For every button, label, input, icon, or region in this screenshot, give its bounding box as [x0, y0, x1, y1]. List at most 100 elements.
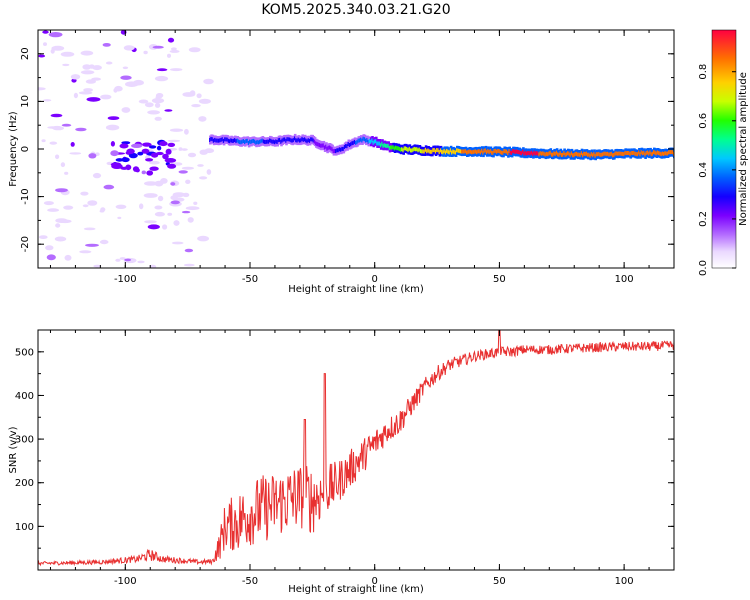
spectrogram-noise-blob — [86, 97, 101, 102]
spectrogram-noise-blob — [115, 204, 127, 209]
spectrogram-noise-blob — [83, 88, 93, 92]
spectrogram-noise-blob — [170, 182, 176, 186]
spectrogram-noise-blob — [49, 141, 58, 145]
spectrogram-noise-blob — [182, 92, 196, 97]
spectrogram-noise-blob — [154, 116, 162, 121]
spectrogram-noise-blob — [154, 102, 161, 108]
spectrogram-noise-blob — [128, 152, 138, 159]
spectrogram-noise-blob — [60, 162, 66, 168]
spectrogram-noise-blob — [197, 235, 210, 242]
x-tick-label: -50 — [242, 274, 258, 285]
spectrogram-noise-blob — [170, 47, 177, 51]
spectrogram-noise-blob — [167, 53, 171, 58]
spectrogram-noise-blob — [38, 87, 46, 91]
snr-x-label: Height of straight line (km) — [288, 584, 424, 595]
y-tick-label: 400 — [15, 391, 34, 402]
y-tick-label: 0 — [20, 146, 31, 152]
spectrogram-noise-blob — [69, 152, 82, 155]
spectrogram-ridge-core — [628, 151, 631, 155]
spectrogram-noise-blob — [181, 166, 194, 170]
spectrogram-noise-blob — [92, 172, 102, 179]
spectrogram-noise-blob — [159, 141, 168, 147]
spectrogram-noise-blob — [121, 157, 130, 163]
spectrogram-noise-blob — [102, 43, 111, 47]
spectrogram-noise-blob — [187, 217, 194, 223]
spectrogram-noise-blob — [42, 30, 49, 34]
spectrogram-noise-blob — [155, 93, 164, 98]
spectrogram-noise-blob — [170, 195, 178, 201]
spectrogram-noise-blob — [155, 151, 164, 156]
colorbar-label: Normalized spectral amplitude — [738, 72, 749, 226]
snr-series-line — [38, 330, 674, 567]
spectrogram-ridge-core — [318, 143, 322, 148]
spectrogram-noise-blob — [43, 42, 47, 46]
spectrogram-noise-blob — [141, 170, 146, 175]
y-tick-label: 500 — [15, 347, 34, 358]
spectrogram-noise-blob — [191, 104, 201, 108]
spectrogram-ridge-core — [519, 151, 523, 156]
spectrogram-ridge-core — [522, 149, 525, 154]
spectrogram-noise-blob — [39, 235, 48, 240]
spectrogram-noise-blob — [149, 264, 157, 268]
spectrogram-noise-blob — [110, 150, 119, 157]
spectrogram-ridge-core — [422, 149, 425, 154]
spectrogram-noise-blob — [105, 124, 120, 131]
snr-panel: -100 -50 0 50 100 100 200 300 400 500 Height of … — [8, 329, 675, 595]
y-tick-label: -20 — [20, 236, 31, 252]
spectrogram-noise-blob — [78, 91, 93, 95]
spectrogram-noise-blob — [80, 50, 94, 56]
spectrogram-ridge-core — [434, 149, 438, 154]
x-tick-label: 100 — [615, 274, 634, 285]
colorbar: 0.0 0.2 0.4 0.6 0.8 Normalized spectral ampl… — [698, 29, 749, 276]
spectrogram-noise-blob — [139, 203, 144, 210]
spectrogram-noise-blob — [83, 227, 96, 231]
y-tick-label: 10 — [20, 95, 31, 108]
x-tick-label: 0 — [372, 274, 378, 285]
spectrogram-noise-blob — [185, 206, 200, 211]
spectrogram-noise-blob — [187, 152, 197, 158]
spectrogram-noise-blob — [43, 201, 54, 206]
colorbar-tick-label: 0.8 — [698, 64, 709, 80]
spectrogram-noise-blob — [181, 210, 191, 214]
spectrogram-noise-blob — [164, 158, 177, 163]
spectrogram-noise-blob — [82, 204, 89, 208]
spectrogram-noise-blob — [119, 143, 129, 149]
spectrogram-noise-blob — [47, 126, 58, 129]
spectrogram-noise-blob — [206, 169, 212, 175]
spectrogram-noise-blob — [148, 145, 157, 149]
spectrogram-noise-blob — [170, 200, 180, 205]
spectrogram-noise-blob — [169, 49, 180, 53]
spectrogram-noise-blob — [54, 236, 67, 242]
spectrogram-noise-blob — [111, 163, 123, 169]
spectrogram-noise-blob — [75, 127, 87, 132]
spectrogram-noise-blob — [122, 66, 129, 70]
spectrogram-noise-blob — [115, 158, 124, 162]
spectrogram-noise-blob — [85, 243, 99, 247]
spectrogram-noise-blob — [167, 212, 173, 216]
spectrogram-noise-blob — [181, 148, 188, 151]
spectrogram-noise-blob — [154, 205, 163, 210]
spectrogram-noise-blob — [51, 45, 65, 51]
spectrogram-noise-blob — [125, 164, 132, 171]
spectrogram-noise-blob — [135, 168, 140, 173]
spectrogram-ridge-core — [326, 146, 329, 151]
spectrogram-noise-blob — [149, 166, 159, 171]
spectrogram-noise-blob — [170, 68, 183, 72]
spectrogram-ridge-core — [671, 150, 674, 155]
colorbar-ticks: 0.0 0.2 0.4 0.6 0.8 — [698, 64, 736, 276]
spectrogram-noise-blob — [162, 224, 168, 230]
spectrogram-noise-blob — [80, 70, 95, 75]
spectrogram-noise-blob — [154, 180, 164, 187]
spectrogram-ridge-core — [613, 153, 616, 157]
spectrogram-frame — [37, 29, 675, 269]
spectrogram-noise-blob — [198, 116, 207, 122]
spectrogram-noise-blob — [117, 216, 122, 220]
spectrogram-ridge-core — [625, 151, 629, 156]
spectrogram-noise-blob — [167, 37, 175, 43]
spectrogram-noise-blob — [50, 113, 63, 118]
spectrogram-noise-blob — [137, 151, 144, 156]
spectrogram-noise-blob — [92, 65, 102, 71]
spectrogram-noise-blob — [60, 51, 75, 57]
spectrogram-noise-blob — [184, 128, 189, 135]
snr-y-ticks: 100 200 300 400 500 — [15, 329, 674, 549]
